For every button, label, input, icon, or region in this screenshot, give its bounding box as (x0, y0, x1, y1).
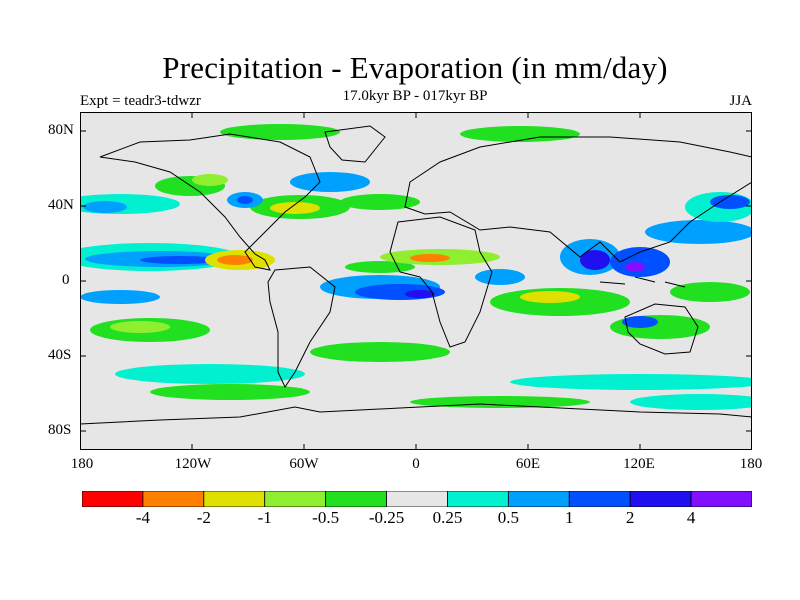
lon-label-60w: 60W (289, 456, 319, 472)
coastlines (80, 125, 752, 425)
colorbar-swatch (264, 491, 327, 507)
colorbar-label: 2 (625, 508, 635, 527)
field-region (310, 342, 450, 362)
lon-label-60e: 60E (515, 456, 541, 472)
colorbar (82, 491, 752, 507)
field-region (610, 247, 670, 277)
colorbar-label: -1 (257, 508, 272, 527)
coastline-north-america (99, 133, 321, 271)
coastline-australia (624, 303, 699, 355)
colorbar-label: -0.5 (312, 508, 340, 527)
map-plot (80, 112, 752, 450)
field-region (340, 194, 420, 210)
field-region (630, 394, 752, 410)
lat-label-80s: 80S (48, 422, 72, 438)
field-region (460, 126, 580, 142)
field-region (625, 262, 645, 272)
field-region (270, 202, 320, 214)
field-region (150, 384, 310, 400)
field-region (475, 269, 525, 285)
experiment-label: Expt = teadr3-tdwzr (80, 93, 201, 109)
field-region (345, 261, 415, 273)
colorbar-label: -0.25 (368, 508, 405, 527)
lon-label-180w: 180 (70, 456, 94, 472)
colorbar-swatch (203, 491, 266, 507)
colorbar-swatch (386, 491, 448, 507)
colorbar-label: 0.5 (497, 508, 519, 527)
field-region (410, 254, 450, 262)
colorbar-label: 0.25 (432, 508, 463, 527)
colorbar-swatch (447, 491, 509, 507)
colorbar-swatch (325, 491, 387, 507)
field-region (405, 290, 435, 298)
coastline-antarctica (80, 403, 752, 425)
coastline-indonesia (599, 276, 686, 288)
field-region (237, 196, 253, 204)
field-region (670, 282, 750, 302)
season-label: JJA (729, 93, 752, 109)
field-region (110, 321, 170, 333)
lat-label-40n: 40N (48, 197, 74, 213)
lat-label-0: 0 (62, 272, 70, 288)
colorbar-swatch (568, 491, 631, 507)
field-region (83, 201, 127, 213)
field-shading (80, 124, 752, 410)
field-region (580, 250, 610, 270)
chart-subtitle: 17.0kyr BP - 017kyr BP (342, 88, 488, 104)
colorbar-swatch (690, 491, 752, 507)
field-region (710, 195, 750, 209)
colorbar-swatch (142, 491, 205, 507)
lon-label-120w: 120W (174, 456, 212, 472)
field-region (520, 291, 580, 303)
field-region (192, 174, 228, 186)
field-region (220, 124, 340, 140)
field-region (80, 290, 160, 304)
coastline-south-america (267, 266, 336, 389)
lat-label-40s: 40S (48, 347, 72, 363)
lon-label-120e: 120E (623, 456, 655, 472)
colorbar-swatch (629, 491, 692, 507)
field-region (510, 374, 752, 390)
field-region (622, 316, 658, 328)
lon-label-0: 0 (412, 456, 420, 472)
colorbar-swatch (82, 491, 144, 507)
field-region (115, 364, 305, 384)
axis-ticks (80, 112, 752, 450)
field-region (290, 172, 370, 192)
field-region (645, 220, 752, 244)
colorbar-label: 4 (686, 508, 696, 527)
coastline-eurasia (404, 136, 752, 263)
colorbar-label: 1 (565, 508, 574, 527)
colorbar-swatch (507, 491, 570, 507)
field-region (217, 255, 253, 265)
coastline-africa (389, 216, 493, 348)
field-region (140, 256, 220, 264)
chart-title: Precipitation - Evaporation (in mm/day) (162, 50, 668, 85)
coastline-greenland (324, 125, 386, 163)
lon-label-180e: 180 (739, 456, 763, 472)
colorbar-label: -4 (135, 508, 150, 527)
colorbar-label: -2 (196, 508, 211, 527)
lat-label-80n: 80N (48, 122, 74, 138)
